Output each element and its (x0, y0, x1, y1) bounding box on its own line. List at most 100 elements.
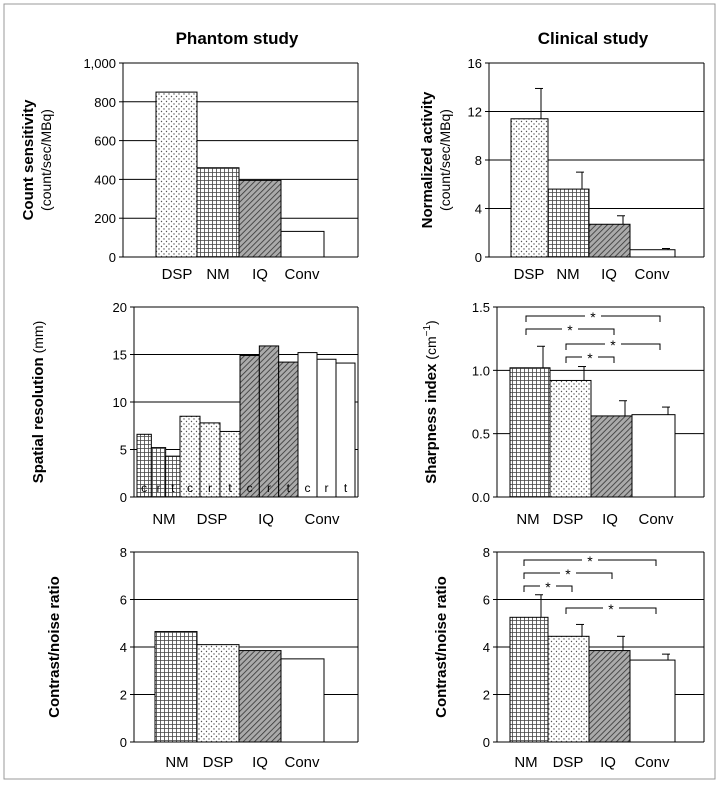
bar-sublabel: c (305, 481, 311, 495)
y-tick-label: 8 (475, 153, 482, 168)
y-tick-label: 10 (113, 395, 127, 410)
x-category-label: DSP (514, 266, 545, 283)
significance-label: * (610, 337, 616, 353)
bar-sublabel: t (344, 481, 348, 495)
y-tick-label: 1.5 (472, 300, 490, 315)
y-tick-label: 800 (94, 95, 116, 110)
y-tick-label: 200 (94, 211, 116, 226)
bar-sublabel: r (157, 481, 161, 495)
bar-sublabel: c (247, 481, 253, 495)
x-category-label: Conv (284, 754, 320, 771)
significance-bracket (565, 343, 661, 350)
y-tick-label: 4 (483, 640, 490, 655)
y-tick-label: 5 (120, 443, 127, 458)
y-tick-label: 0.0 (472, 490, 490, 505)
significance-bracket (565, 607, 657, 614)
x-category-label: IQ (258, 511, 274, 528)
y-axis-label-unit: (count/sec/MBq) (437, 109, 453, 211)
bar (238, 650, 282, 743)
y-tick-label: 6 (483, 593, 490, 608)
x-category-label: IQ (602, 511, 618, 528)
x-category-label: IQ (252, 266, 268, 283)
y-tick-label: 600 (94, 134, 116, 149)
bar (547, 635, 590, 743)
bar (509, 367, 551, 498)
y-axis-label: Sharpness index (cm−1) (422, 320, 440, 483)
bar (154, 631, 198, 743)
significance-bracket (523, 572, 613, 579)
x-category-label: DSP (203, 754, 234, 771)
chart-count-sensitivity: 0 200 400 600 800 1,000 Count sensitivity(coun… (20, 56, 359, 283)
y-axis-label-main: Contrast/noise ratio (433, 576, 450, 718)
bar (155, 91, 198, 258)
significance-label: * (590, 309, 596, 325)
x-category-label: DSP (553, 754, 584, 771)
bar (590, 415, 633, 498)
significance-bracket (523, 585, 573, 592)
y-axis-label-main: Spatial resolution (30, 357, 47, 483)
chart-normalized-activity: 0 4 8 12 16 Normalized activity(count/sec/MBq… (419, 0, 705, 283)
bar (238, 179, 282, 258)
significance-label: * (565, 566, 571, 582)
y-axis-label: Spatial resolution (mm) (30, 321, 47, 484)
y-tick-label: 0 (475, 250, 482, 265)
y-tick-label: 1.0 (472, 363, 490, 378)
y-axis-label-unit: (count/sec/MBq) (38, 109, 54, 211)
bar (629, 659, 676, 743)
bar (196, 167, 240, 258)
y-tick-label: 4 (120, 640, 127, 655)
y-tick-label: 400 (94, 172, 116, 187)
y-axis-label-main: Contrast/noise ratio (46, 576, 63, 718)
significance-label: * (547, 0, 553, 3)
x-category-label: NM (514, 754, 537, 771)
figure-frame (3, 3, 716, 780)
y-axis-label: Normalized activity(count/sec/MBq) (419, 91, 453, 228)
significance-label: * (587, 350, 593, 366)
y-tick-label: 4 (475, 202, 482, 217)
bar (297, 352, 318, 498)
bar-sublabel: r (325, 481, 329, 495)
bar-sublabel: c (187, 481, 193, 495)
bar (549, 379, 592, 498)
y-tick-label: 12 (468, 105, 482, 120)
y-axis-label-unit: (cm (423, 336, 439, 359)
x-category-label: DSP (162, 266, 193, 283)
x-category-label: IQ (252, 754, 268, 771)
x-category-label: Conv (284, 266, 320, 283)
x-category-label: DSP (197, 511, 228, 528)
x-category-label: NM (516, 511, 539, 528)
y-tick-label: 2 (483, 688, 490, 703)
bar (280, 230, 325, 258)
x-category-label: NM (206, 266, 229, 283)
bar (278, 361, 299, 498)
y-tick-label: 2 (120, 688, 127, 703)
significance-bracket (565, 356, 615, 363)
x-category-label: NM (152, 511, 175, 528)
y-tick-label: 1,000 (83, 56, 116, 71)
significance-bracket (525, 328, 615, 335)
y-tick-label: 8 (483, 545, 490, 560)
y-tick-label: 6 (120, 593, 127, 608)
bar (335, 362, 356, 498)
y-tick-label: 16 (468, 56, 482, 71)
bar (547, 188, 590, 258)
bar-sublabel: r (267, 481, 271, 495)
bar-sublabel: c (141, 481, 147, 495)
bar (510, 118, 549, 258)
y-tick-label: 0.5 (472, 427, 490, 442)
y-axis-label-unit: (mm) (30, 321, 46, 354)
bar (239, 354, 260, 498)
y-tick-label: 0 (109, 250, 116, 265)
y-axis-label-main: Count sensitivity (20, 99, 37, 221)
bar-sublabel: t (171, 481, 175, 495)
chart-sharpness-index: 0.0 0.5 1.0 1.5 Sharpness index (cm−1) NM DSP IQ… (422, 300, 705, 528)
bar-sublabel: t (287, 481, 291, 495)
column-title-phantom: Phantom study (176, 29, 299, 48)
chart-contrast-noise-clinical: 0 2 4 6 8 Contrast/noise ratio NM DSP IQ Conv * * * * (433, 545, 705, 771)
significance-bracket (523, 559, 657, 566)
significance-label: * (608, 601, 614, 617)
significance-bracket (525, 315, 661, 322)
y-axis-label-main: Normalized activity (419, 91, 436, 228)
